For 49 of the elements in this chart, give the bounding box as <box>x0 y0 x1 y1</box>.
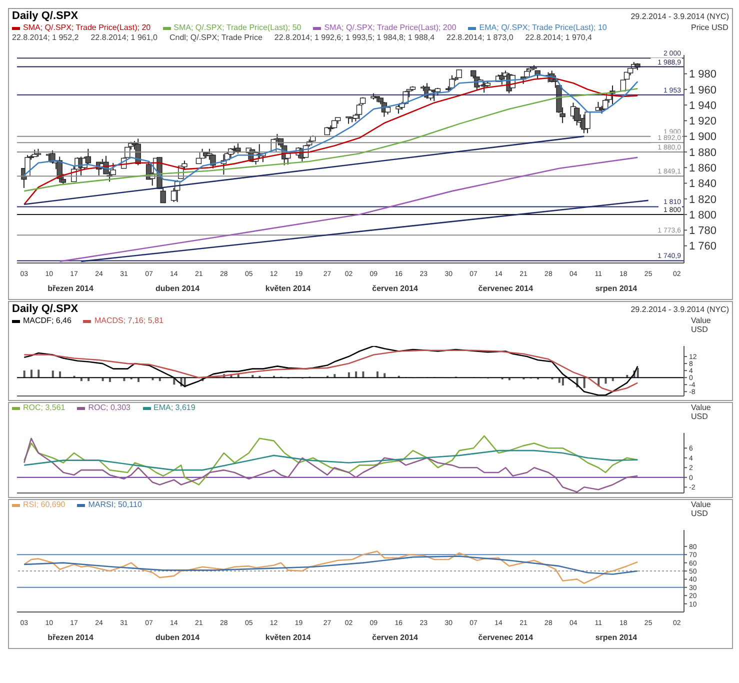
y-tick-label: 1 860 <box>689 162 717 175</box>
text: 22.8.2014; 1 873,0 <box>446 33 514 43</box>
x2-tick-label: červenec 2014 <box>478 284 534 293</box>
x2-tick-label: březen 2014 <box>48 633 94 642</box>
y-tick-label: 1 800 <box>689 209 717 222</box>
legend-label: MACDS; 7,16; 5,81 <box>93 316 164 326</box>
y-tick-label: 1 900 <box>689 131 717 144</box>
y-tick-label: 1 920 <box>689 116 717 128</box>
x2-tick-label: květen 2014 <box>265 284 312 293</box>
y-tick-label: 1 880 <box>689 146 717 159</box>
y-axis-title: Value USD <box>691 316 712 334</box>
legend-label: MARSI; 50,110 <box>87 500 142 510</box>
legend-label: EMA; 3,619 <box>152 403 196 413</box>
y-tick-label: 1 760 <box>689 240 717 253</box>
legend-label: SMA; Q/.SPX; Trade Price(Last); 50 <box>172 23 302 33</box>
y-axis-title: Value USD <box>691 500 712 518</box>
chart-subtitle: 29.2.2014 - 3.9.2014 (NYC) <box>630 12 729 20</box>
y-axis-title: Value USD <box>691 403 712 421</box>
y-tick-label: 1 780 <box>689 225 717 238</box>
x2-tick-label: duben 2014 <box>156 633 200 642</box>
x2-tick-label: červenec 2014 <box>478 633 534 642</box>
x2-tick-label: srpen 2014 <box>595 284 638 293</box>
text: 22.8.2014; 1 952,2 <box>12 33 79 43</box>
x2-tick-label: duben 2014 <box>156 284 200 293</box>
y-tick-label: 1 940 <box>689 100 717 112</box>
y-tick-label: 1 980 <box>689 68 717 81</box>
text: 22.8.2014; 1 970,4 <box>525 33 592 43</box>
legend-label: MACDF; 6,46 <box>22 316 72 326</box>
x2-tick-label: červen 2014 <box>372 284 419 293</box>
x2-tick-label: červen 2014 <box>372 633 419 642</box>
legend-label: SMA; Q/.SPX; Trade Price(Last); 20 <box>22 23 151 33</box>
text: 22.8.2014; 1 961,0 <box>90 33 158 43</box>
legend-label: RSI; 60,690 <box>22 500 66 510</box>
chart-subtitle: 29.2.2014 - 3.9.2014 (NYC) <box>630 304 729 314</box>
text: Cndl; Q/.SPX; Trade Price <box>169 33 262 43</box>
chart-title: Daily Q/.SPX <box>12 303 78 315</box>
x2-tick-label: březen 2014 <box>48 284 94 293</box>
legend-label: SMA; Q/.SPX; Trade Price(Last); 200 <box>323 23 456 33</box>
y-tick-label: 1 820 <box>689 194 717 206</box>
legend-label: EMA; Q/.SPX; Trade Price(Last); 10 <box>478 23 607 33</box>
y-tick-label: 1 960 <box>689 84 717 96</box>
x2-tick-label: květen 2014 <box>265 633 312 642</box>
chart-title: Daily Q/.SPX <box>12 10 78 22</box>
y-tick-label: 1 840 <box>689 178 717 190</box>
legend-label: ROC; 0,303 <box>87 403 130 413</box>
legend-label: ROC; 3,561 <box>22 403 66 413</box>
x2-tick-label: srpen 2014 <box>595 633 638 642</box>
text: 22.8.2014; 1 992,6; 1 993,5; 1 984,8; 1 988,4 <box>274 33 435 43</box>
y-axis-title: Price USD <box>691 23 729 34</box>
